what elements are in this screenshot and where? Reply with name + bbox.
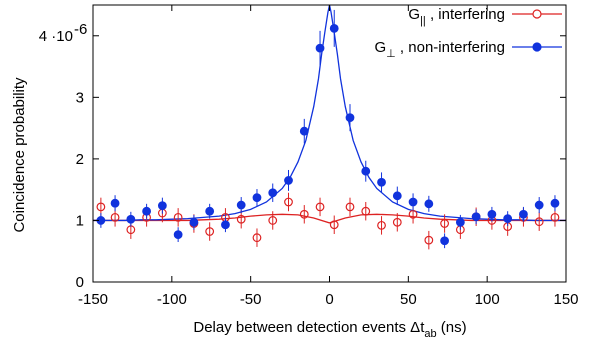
data-point-g-perp [221, 220, 230, 230]
data-point-g-perp [299, 126, 309, 136]
data-point-g-parallel [236, 214, 246, 224]
data-point-g-perp [487, 209, 497, 219]
data-point-g-perp [284, 176, 293, 185]
data-point-g-parallel [110, 212, 120, 222]
x-tick-label: 150 [553, 291, 578, 308]
data-point-g-perp [503, 214, 513, 223]
y-tick-exponent: -6 [74, 21, 87, 38]
legend-marker-g-parallel [532, 9, 542, 19]
x-axis-label-unit: (ns) [437, 319, 467, 336]
legend: G|| , interfering G⊥ , non-interfering [375, 6, 562, 60]
data-point-g-parallel [408, 209, 418, 219]
data-point-g-perp [455, 217, 465, 227]
data-point-g-parallel [424, 235, 434, 245]
data-point-g-parallel [96, 202, 106, 212]
data-point-g-parallel [392, 217, 402, 227]
data-points [96, 9, 560, 250]
data-point-g-perp [236, 200, 246, 210]
data-point-g-perp [173, 230, 183, 240]
data-point-g-perp [142, 206, 152, 216]
data-point-g-perp [519, 209, 528, 219]
data-point-g-perp [126, 214, 136, 224]
y-tick-label: 1 [76, 212, 84, 229]
data-point-g-parallel [550, 212, 560, 222]
data-point-g-parallel [252, 233, 262, 243]
x-tick-label: -100 [157, 291, 187, 308]
data-point-g-perp [157, 201, 167, 211]
data-point-g-perp [189, 217, 199, 227]
data-point-g-perp [315, 43, 325, 53]
x-axis-label-main: Delay between detection events Δt [193, 319, 425, 336]
data-point-g-parallel [315, 202, 325, 212]
data-point-g-perp [252, 193, 262, 203]
fit-curves [93, 5, 566, 224]
data-point-g-parallel [329, 220, 339, 230]
data-point-g-perp [268, 188, 278, 198]
y-axis-label: Coincidence probability [11, 77, 28, 233]
data-point-g-perp [424, 199, 434, 209]
data-point-g-perp [550, 198, 560, 208]
legend-entry-g-parallel: G|| , interfering [408, 6, 562, 27]
data-point-g-perp [361, 166, 371, 176]
data-point-g-parallel [173, 212, 183, 222]
legend-label-g-parallel: G|| , interfering [408, 6, 505, 27]
data-point-g-perp [377, 177, 386, 187]
data-point-g-parallel [534, 217, 544, 227]
data-point-g-perp [110, 198, 120, 208]
x-axis-label: Delay between detection events Δtab (ns) [193, 319, 466, 340]
fit-curve-g-perp [93, 5, 566, 222]
data-point-g-perp [392, 191, 402, 201]
y-tick-label: 3 [76, 89, 84, 106]
x-tick-label: -50 [240, 291, 262, 308]
data-point-g-parallel [440, 219, 449, 228]
data-point-g-perp [408, 197, 418, 207]
data-point-g-perp [345, 113, 355, 123]
axis-ticks: -150 -100 -50 0 50 100 150 0 1 2 3 4 ·10 -6 [39, 5, 579, 308]
data-point-g-parallel [345, 202, 355, 212]
data-point-g-perp [205, 206, 215, 216]
data-point-g-parallel [126, 225, 136, 235]
data-point-g-perp [440, 236, 449, 246]
x-axis-label-sub: ab [424, 328, 436, 340]
x-tick-label: 100 [475, 291, 500, 308]
y-tick-label: 2 [76, 151, 84, 168]
legend-label-g-perp: G⊥ , non-interfering [375, 39, 506, 60]
data-point-g-parallel [268, 216, 278, 225]
data-point-g-parallel [377, 220, 386, 230]
data-point-g-perp [329, 23, 339, 33]
data-point-g-parallel [205, 227, 215, 236]
x-tick-label: -150 [78, 291, 108, 308]
legend-marker-g-perp [532, 42, 542, 52]
y-tick-label: 0 [76, 274, 84, 291]
data-point-g-perp [471, 212, 481, 222]
data-point-g-parallel [361, 206, 371, 216]
data-point-g-parallel [284, 197, 293, 207]
x-tick-label: 0 [325, 291, 333, 308]
legend-entry-g-perp: G⊥ , non-interfering [375, 39, 562, 60]
y-tick-label: 4 ·10 [39, 28, 73, 45]
data-point-g-perp [534, 200, 544, 210]
data-point-g-parallel [299, 209, 309, 219]
x-tick-label: 50 [400, 291, 417, 308]
fit-curve-g-parallel [93, 213, 566, 224]
